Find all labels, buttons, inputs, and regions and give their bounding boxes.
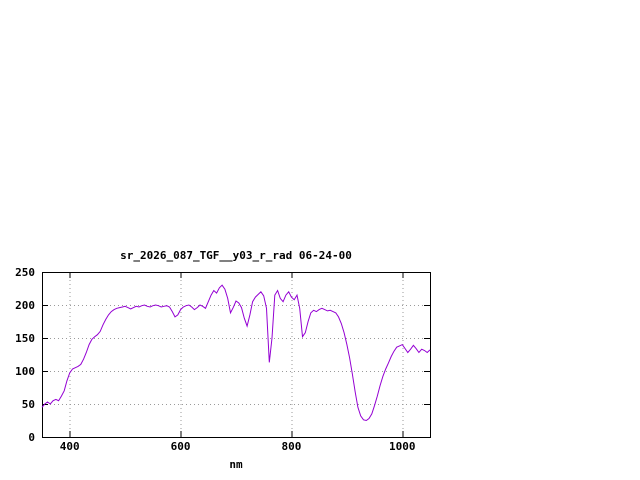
chart-title: sr_2026_087_TGF__y03_r_rad 06-24-00 [120,249,352,262]
x-tick-label: 600 [171,440,191,453]
y-tick-label: 150 [15,332,35,345]
y-tick-label: 100 [15,365,35,378]
plot-border [42,272,431,438]
x-tick-label: 1000 [389,440,416,453]
x-tick-label: 800 [281,440,301,453]
x-axis-label: nm [229,458,243,471]
spectrum-data-line [41,284,431,422]
y-tick-label: 250 [15,266,35,279]
x-tick-label: 400 [60,440,80,453]
y-tick-label: 200 [15,299,35,312]
y-tick-label: 50 [22,398,35,411]
y-tick-label: 0 [28,431,35,444]
